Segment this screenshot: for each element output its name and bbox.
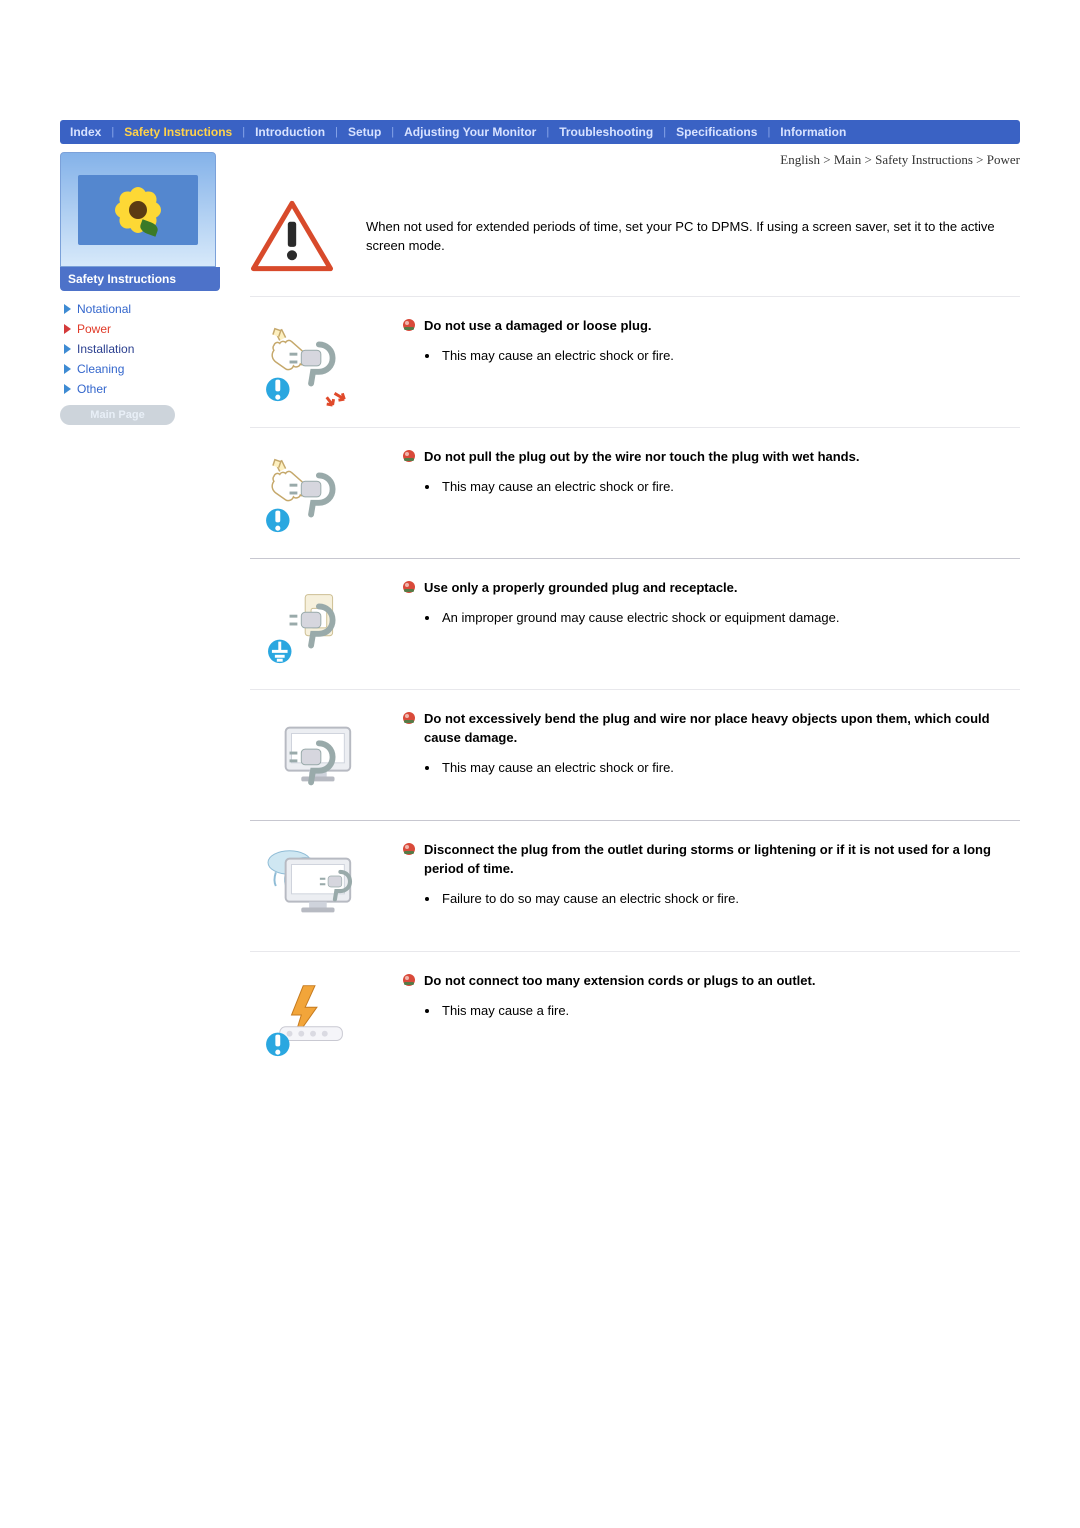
sidebar-item-label: Power (77, 322, 111, 336)
safety-item-body: Do not use a damaged or loose plug. This … (402, 317, 1020, 407)
main-content: English > Main > Safety Instructions > P… (250, 152, 1020, 1082)
content: Safety Instructions Notational Power Insta… (60, 152, 1020, 1082)
sidebar: Safety Instructions Notational Power Insta… (60, 152, 220, 1082)
safety-item-title: Do not excessively bend the plug and wir… (424, 710, 1020, 748)
triangle-icon (64, 304, 71, 314)
safety-item-title: Do not use a damaged or loose plug. (424, 317, 652, 336)
nav-item-introduction[interactable]: Introduction (245, 125, 335, 139)
sidebar-item-label: Cleaning (77, 362, 124, 376)
safety-item-title: Do not pull the plug out by the wire nor… (424, 448, 859, 467)
triangle-icon (64, 384, 71, 394)
sidebar-hero-image (60, 152, 216, 267)
safety-item-body: Do not connect too many extension cords … (402, 972, 1020, 1062)
sidebar-item-label: Other (77, 382, 107, 396)
breadcrumb: English > Main > Safety Instructions > P… (250, 152, 1020, 168)
safety-illustration-icon (250, 710, 378, 800)
triangle-icon (64, 364, 71, 374)
sidebar-item-installation[interactable]: Installation (60, 339, 220, 359)
safety-item-title: Disconnect the plug from the outlet duri… (424, 841, 1020, 879)
safety-illustration-icon (250, 841, 378, 931)
triangle-icon (64, 324, 71, 334)
safety-item: Do not use a damaged or loose plug. This … (250, 297, 1020, 427)
safety-item-list: This may cause an electric shock or fire… (440, 346, 1020, 367)
top-nav: Index|Safety Instructions|Introduction|S… (60, 120, 1020, 144)
safety-illustration-icon (250, 579, 378, 669)
nav-item-troubleshooting[interactable]: Troubleshooting (549, 125, 663, 139)
intro-block: When not used for extended periods of ti… (250, 192, 1020, 296)
main-page-button[interactable]: Main Page (60, 405, 175, 425)
safety-item: Do not pull the plug out by the wire nor… (250, 428, 1020, 558)
safety-item-list: This may cause a fire. (440, 1001, 1020, 1022)
sidebar-header: Safety Instructions (60, 267, 220, 291)
safety-item-text: This may cause an electric shock or fire… (440, 346, 1020, 367)
safety-item-body: Do not excessively bend the plug and wir… (402, 710, 1020, 800)
safety-item-title: Do not connect too many extension cords … (424, 972, 815, 991)
safety-item: Disconnect the plug from the outlet duri… (250, 821, 1020, 951)
sidebar-item-label: Notational (77, 302, 131, 316)
safety-item-title: Use only a properly grounded plug and re… (424, 579, 738, 598)
sidebar-item-power[interactable]: Power (60, 319, 220, 339)
bullet-icon (402, 711, 416, 725)
safety-item-body: Do not pull the plug out by the wire nor… (402, 448, 1020, 538)
nav-item-specifications[interactable]: Specifications (666, 125, 767, 139)
triangle-icon (64, 344, 71, 354)
bullet-icon (402, 318, 416, 332)
sidebar-item-cleaning[interactable]: Cleaning (60, 359, 220, 379)
safety-illustration-icon (250, 448, 378, 538)
bullet-icon (402, 580, 416, 594)
sidebar-nav: Notational Power Installation Cleaning Other (60, 299, 220, 399)
bullet-icon (402, 973, 416, 987)
safety-item-list: This may cause an electric shock or fire… (440, 477, 1020, 498)
safety-item-text: This may cause an electric shock or fire… (440, 477, 1020, 498)
safety-item-text: Failure to do so may cause an electric s… (440, 889, 1020, 910)
safety-item: Use only a properly grounded plug and re… (250, 559, 1020, 689)
safety-item-list: Failure to do so may cause an electric s… (440, 889, 1020, 910)
warning-triangle-icon (250, 200, 334, 272)
sidebar-item-other[interactable]: Other (60, 379, 220, 399)
safety-illustration-icon (250, 972, 378, 1062)
sidebar-item-label: Installation (77, 342, 134, 356)
safety-item-text: An improper ground may cause electric sh… (440, 608, 1020, 629)
safety-item: Do not excessively bend the plug and wir… (250, 690, 1020, 820)
safety-item: Do not connect too many extension cords … (250, 952, 1020, 1082)
bullet-icon (402, 842, 416, 856)
safety-item-text: This may cause a fire. (440, 1001, 1020, 1022)
safety-item-body: Use only a properly grounded plug and re… (402, 579, 1020, 669)
safety-illustration-icon (250, 317, 378, 407)
page: Index|Safety Instructions|Introduction|S… (0, 0, 1080, 1142)
nav-item-setup[interactable]: Setup (338, 125, 391, 139)
sidebar-item-notational[interactable]: Notational (60, 299, 220, 319)
bullet-icon (402, 449, 416, 463)
nav-item-information[interactable]: Information (770, 125, 856, 139)
nav-item-index[interactable]: Index (60, 125, 111, 139)
intro-text: When not used for extended periods of ti… (366, 217, 1020, 256)
nav-item-safety-instructions[interactable]: Safety Instructions (114, 125, 242, 139)
safety-item-body: Disconnect the plug from the outlet duri… (402, 841, 1020, 931)
nav-item-adjusting-your-monitor[interactable]: Adjusting Your Monitor (394, 125, 546, 139)
safety-item-list: An improper ground may cause electric sh… (440, 608, 1020, 629)
safety-item-text: This may cause an electric shock or fire… (440, 758, 1020, 779)
sunflower-graphic (78, 175, 198, 245)
safety-item-list: This may cause an electric shock or fire… (440, 758, 1020, 779)
